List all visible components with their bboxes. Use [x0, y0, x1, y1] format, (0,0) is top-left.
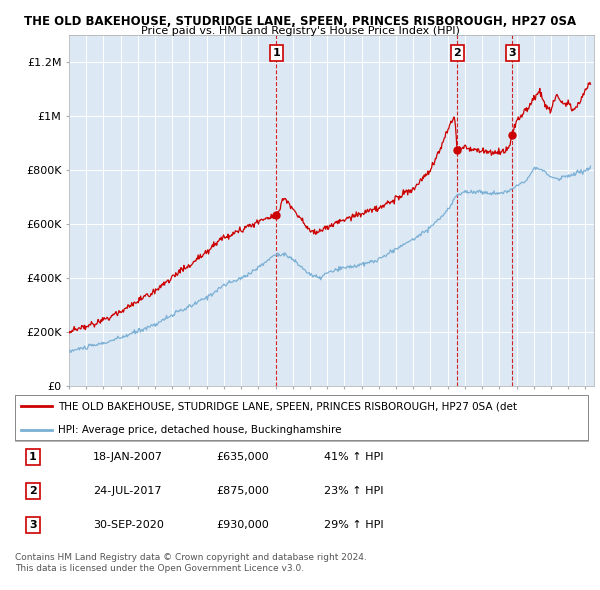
Text: Price paid vs. HM Land Registry's House Price Index (HPI): Price paid vs. HM Land Registry's House …: [140, 26, 460, 36]
Text: This data is licensed under the Open Government Licence v3.0.: This data is licensed under the Open Gov…: [15, 565, 304, 573]
Text: £875,000: £875,000: [216, 486, 269, 496]
Text: £635,000: £635,000: [216, 453, 269, 462]
Text: 30-SEP-2020: 30-SEP-2020: [93, 520, 164, 530]
Text: 2: 2: [454, 48, 461, 58]
Text: 1: 1: [29, 453, 37, 462]
Text: 1: 1: [272, 48, 280, 58]
Text: 24-JUL-2017: 24-JUL-2017: [93, 486, 161, 496]
Text: HPI: Average price, detached house, Buckinghamshire: HPI: Average price, detached house, Buck…: [58, 425, 341, 435]
Text: THE OLD BAKEHOUSE, STUDRIDGE LANE, SPEEN, PRINCES RISBOROUGH, HP27 0SA (det: THE OLD BAKEHOUSE, STUDRIDGE LANE, SPEEN…: [58, 401, 517, 411]
Text: £930,000: £930,000: [216, 520, 269, 530]
Text: 2: 2: [29, 486, 37, 496]
Text: Contains HM Land Registry data © Crown copyright and database right 2024.: Contains HM Land Registry data © Crown c…: [15, 553, 367, 562]
Text: 3: 3: [508, 48, 516, 58]
Text: 41% ↑ HPI: 41% ↑ HPI: [324, 453, 383, 462]
Text: THE OLD BAKEHOUSE, STUDRIDGE LANE, SPEEN, PRINCES RISBOROUGH, HP27 0SA: THE OLD BAKEHOUSE, STUDRIDGE LANE, SPEEN…: [24, 15, 576, 28]
Text: 3: 3: [29, 520, 37, 530]
Text: 23% ↑ HPI: 23% ↑ HPI: [324, 486, 383, 496]
Text: 18-JAN-2007: 18-JAN-2007: [93, 453, 163, 462]
Text: 29% ↑ HPI: 29% ↑ HPI: [324, 520, 383, 530]
